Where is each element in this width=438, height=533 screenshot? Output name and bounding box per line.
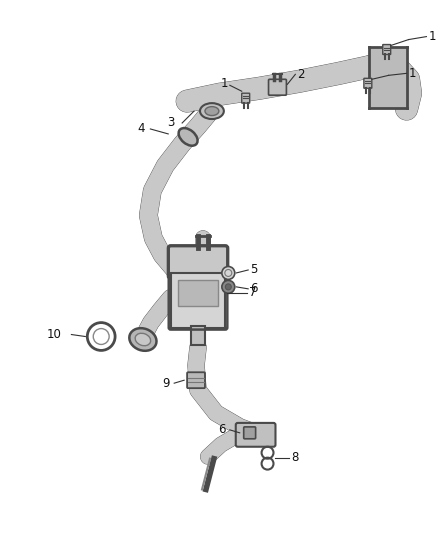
Text: 1: 1: [428, 30, 436, 43]
FancyBboxPatch shape: [244, 427, 256, 439]
Text: 6: 6: [250, 282, 258, 295]
FancyBboxPatch shape: [364, 78, 372, 88]
Bar: [369, 46, 406, 108]
Text: 4: 4: [137, 123, 145, 135]
Circle shape: [225, 284, 231, 290]
FancyBboxPatch shape: [242, 93, 250, 103]
FancyBboxPatch shape: [268, 79, 286, 95]
Ellipse shape: [205, 107, 219, 116]
Bar: [191, 326, 205, 345]
Ellipse shape: [200, 103, 224, 119]
Text: 8: 8: [291, 451, 299, 464]
FancyBboxPatch shape: [187, 372, 205, 388]
Text: 7: 7: [249, 286, 257, 300]
Text: 1: 1: [220, 77, 228, 90]
Text: 3: 3: [167, 117, 174, 130]
Text: 1: 1: [409, 67, 416, 80]
Text: 6: 6: [218, 423, 226, 437]
Ellipse shape: [129, 328, 156, 351]
FancyBboxPatch shape: [236, 423, 276, 447]
FancyBboxPatch shape: [168, 245, 228, 279]
Ellipse shape: [135, 333, 151, 346]
Text: 10: 10: [46, 328, 61, 341]
Circle shape: [222, 280, 235, 293]
Bar: [171, 273, 225, 328]
Bar: [178, 280, 218, 306]
FancyBboxPatch shape: [383, 45, 391, 54]
Text: 5: 5: [250, 263, 258, 277]
Text: 9: 9: [162, 377, 170, 390]
Circle shape: [222, 266, 235, 279]
Text: 2: 2: [297, 68, 305, 81]
Ellipse shape: [179, 128, 198, 146]
